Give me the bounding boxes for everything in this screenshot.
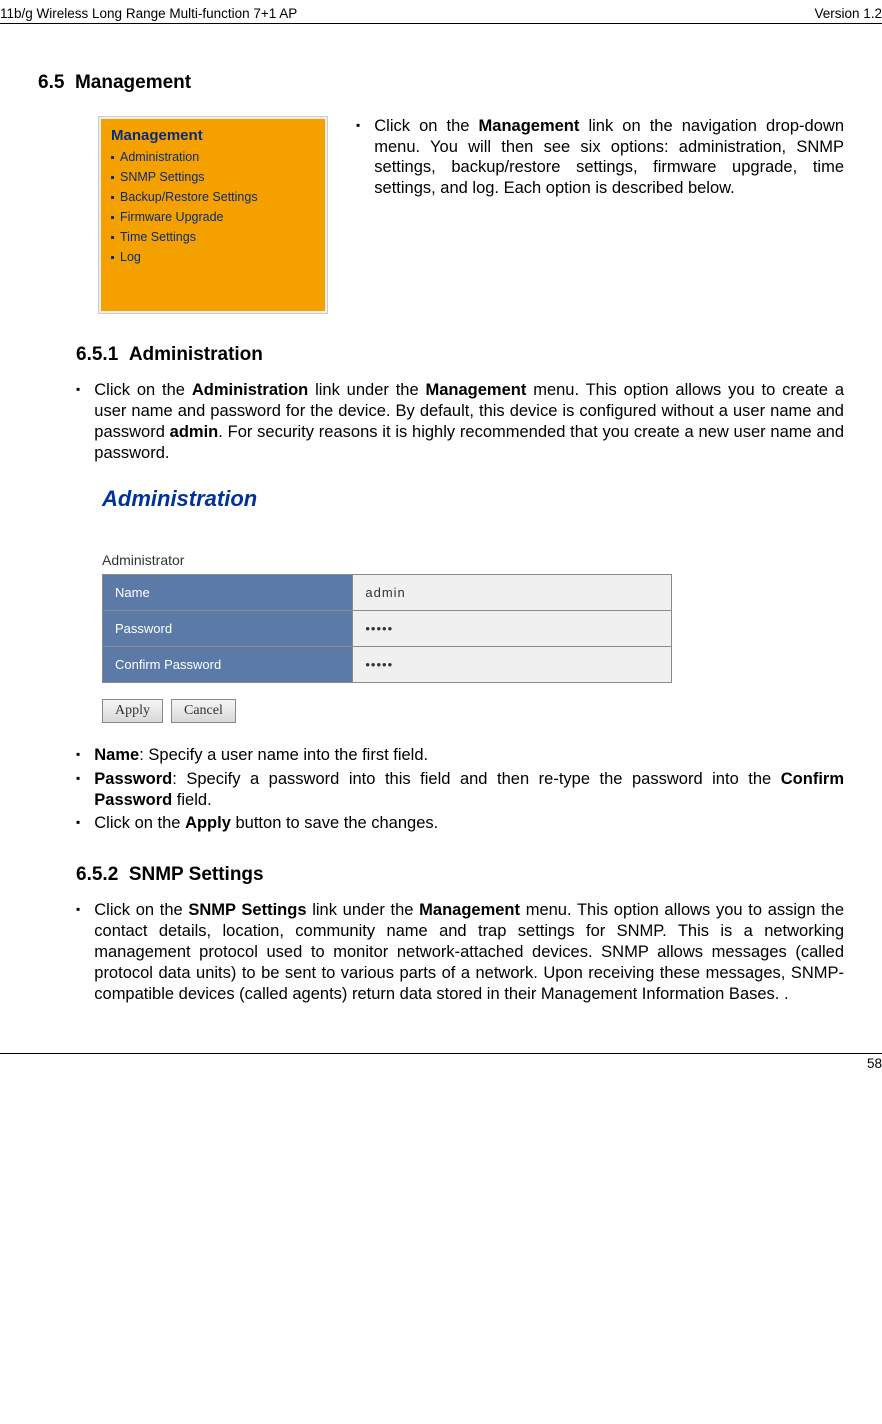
apply-button[interactable]: Apply bbox=[102, 699, 163, 723]
section-title: SNMP Settings bbox=[129, 864, 264, 885]
table-row: Confirm Password ••••• bbox=[103, 647, 672, 683]
mgmt-item-time[interactable]: Time Settings bbox=[111, 230, 315, 244]
page-body: 6.5 Management Management Administration… bbox=[0, 72, 882, 1029]
mgmt-item-firmware[interactable]: Firmware Upgrade bbox=[111, 210, 315, 224]
header-right: Version 1.2 bbox=[814, 6, 882, 21]
table-row: Password ••••• bbox=[103, 611, 672, 647]
password-field[interactable]: ••••• bbox=[353, 611, 672, 647]
bullet-name: Name: Specify a user name into the first… bbox=[94, 745, 844, 766]
section-6-5-heading: 6.5 Management bbox=[38, 72, 844, 94]
bullet-apply: Click on the Apply button to save the ch… bbox=[94, 813, 844, 834]
confirm-password-field[interactable]: ••••• bbox=[353, 647, 672, 683]
section-num: 6.5.2 bbox=[76, 864, 118, 885]
section-6-5-2-heading: 6.5.2 SNMP Settings bbox=[76, 864, 844, 886]
bullet-icon: ▪ bbox=[356, 116, 360, 199]
password-label: Password bbox=[103, 611, 353, 647]
header-left: 11b/g Wireless Long Range Multi-function… bbox=[0, 6, 297, 21]
mgmt-desc-text: Click on the Management link on the navi… bbox=[374, 116, 844, 199]
section-title: Administration bbox=[129, 344, 263, 365]
name-field[interactable]: admin bbox=[353, 575, 672, 611]
mgmt-item-administration[interactable]: Administration bbox=[111, 150, 315, 164]
bullet-icon: ▪ bbox=[76, 745, 80, 766]
name-label: Name bbox=[103, 575, 353, 611]
administration-screenshot: Administration Administrator Name admin … bbox=[102, 486, 672, 723]
bullet-icon: ▪ bbox=[76, 813, 80, 834]
p-6-5-1-text: Click on the Administration link under t… bbox=[94, 380, 844, 464]
p-6-5-1: ▪ Click on the Administration link under… bbox=[76, 380, 844, 464]
page-footer: 58 bbox=[0, 1053, 882, 1071]
p-6-5-2: ▪ Click on the SNMP Settings link under … bbox=[76, 900, 844, 1006]
admin-heading: Administration bbox=[102, 486, 672, 512]
admin-subheading: Administrator bbox=[102, 552, 672, 568]
page-number: 58 bbox=[867, 1056, 882, 1071]
table-row: Name admin bbox=[103, 575, 672, 611]
section-title: Management bbox=[75, 72, 191, 93]
bullet-icon: ▪ bbox=[76, 380, 80, 464]
page-header: 11b/g Wireless Long Range Multi-function… bbox=[0, 0, 882, 24]
bullet-password: Password: Specify a password into this f… bbox=[94, 769, 844, 811]
mgmt-item-snmp[interactable]: SNMP Settings bbox=[111, 170, 315, 184]
cancel-button[interactable]: Cancel bbox=[171, 699, 236, 723]
mgmt-description: ▪ Click on the Management link on the na… bbox=[356, 116, 844, 314]
bullet-icon: ▪ bbox=[76, 769, 80, 811]
section-num: 6.5.1 bbox=[76, 344, 118, 365]
bullets-6-5-1: ▪ Name: Specify a user name into the fir… bbox=[76, 745, 844, 833]
confirm-password-label: Confirm Password bbox=[103, 647, 353, 683]
bullet-icon: ▪ bbox=[76, 900, 80, 1006]
section-num: 6.5 bbox=[38, 72, 64, 93]
admin-table: Name admin Password ••••• Confirm Passwo… bbox=[102, 574, 672, 683]
section-6-5-1-heading: 6.5.1 Administration bbox=[76, 344, 844, 366]
management-menu-screenshot: Management Administration SNMP Settings … bbox=[98, 116, 328, 314]
mgmt-item-backup[interactable]: Backup/Restore Settings bbox=[111, 190, 315, 204]
mgmt-menu-title: Management bbox=[111, 127, 315, 144]
p-6-5-2-text: Click on the SNMP Settings link under th… bbox=[94, 900, 844, 1006]
mgmt-item-log[interactable]: Log bbox=[111, 250, 315, 264]
